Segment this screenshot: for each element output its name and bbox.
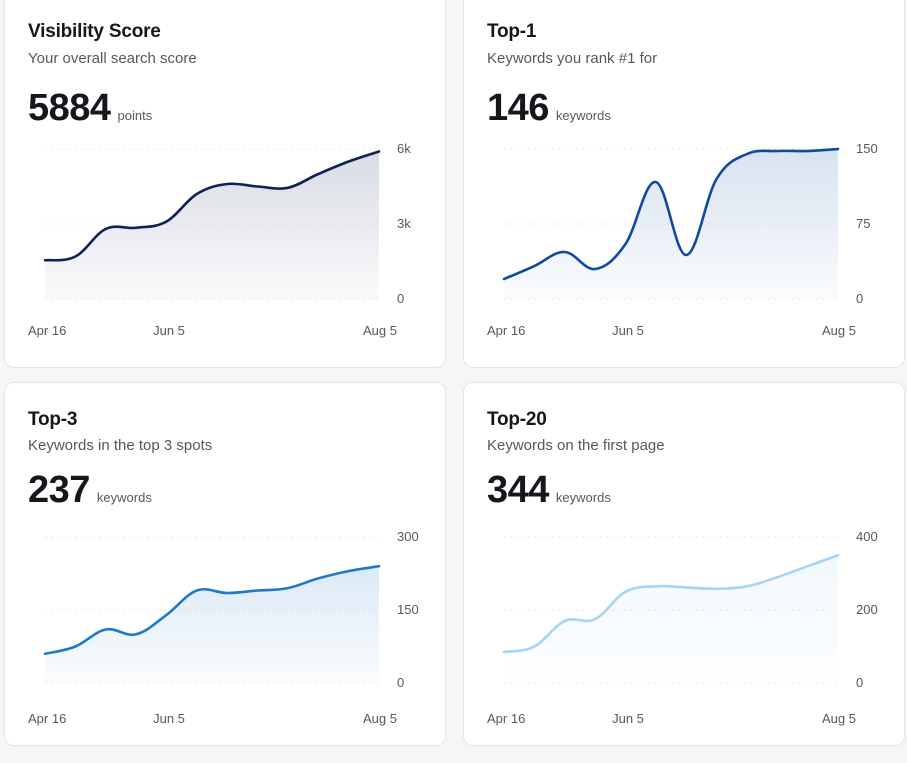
metric-value: 237 <box>28 469 90 511</box>
x-tick-label: Jun 5 <box>153 711 185 726</box>
x-tick-label: Apr 16 <box>28 711 66 726</box>
y-tick-label: 0 <box>397 675 404 690</box>
top-20-card[interactable]: Top-20 Keywords on the first page 344 ke… <box>463 382 905 746</box>
metric-value: 344 <box>487 469 549 511</box>
y-tick-label: 0 <box>856 291 863 306</box>
x-tick-label: Apr 16 <box>487 323 525 338</box>
card-subtitle: Your overall search score <box>28 50 197 67</box>
metric-unit: keywords <box>96 490 152 505</box>
series-line[interactable] <box>43 150 381 262</box>
series-area <box>45 151 379 299</box>
y-tick-label: 6k <box>397 141 411 156</box>
card-title: Top-1 <box>487 21 537 42</box>
top-1-card[interactable]: Top-1 Keywords you rank #1 for 146 keywo… <box>463 0 905 368</box>
series-area <box>45 566 379 683</box>
x-tick-label: Apr 16 <box>487 711 525 726</box>
x-tick-label: Apr 16 <box>28 323 66 338</box>
metric-unit: keywords <box>555 108 611 123</box>
card-subtitle: Keywords on the first page <box>487 437 665 454</box>
x-tick-label: Jun 5 <box>153 323 185 338</box>
series-line[interactable] <box>43 564 381 656</box>
series-area <box>504 555 838 683</box>
metric: 5884 points <box>28 87 152 130</box>
y-tick-label: 75 <box>856 216 870 231</box>
x-tick-label: Aug 5 <box>363 711 397 726</box>
top-20-chart[interactable]: 0 200 400 Apr 16 Jun 5 Aug 5 <box>464 383 906 763</box>
metric-value: 5884 <box>28 87 111 129</box>
card-title: Top-3 <box>28 409 78 430</box>
card-title: Top-20 <box>487 409 547 430</box>
x-tick-label: Jun 5 <box>612 711 644 726</box>
y-tick-label: 3k <box>397 216 411 231</box>
visibility-score-chart[interactable]: 0 3k 6k Apr 16 Jun 5 Aug 5 <box>5 0 447 369</box>
metric-unit: keywords <box>555 490 611 505</box>
series-line[interactable] <box>502 554 840 654</box>
y-tick-label: 200 <box>856 602 878 617</box>
series-line[interactable] <box>502 147 840 281</box>
metric: 237 keywords <box>28 469 152 512</box>
x-tick-label: Jun 5 <box>612 323 644 338</box>
metric-unit: points <box>117 108 153 123</box>
card-subtitle: Keywords you rank #1 for <box>487 50 658 67</box>
top-3-chart[interactable]: 0 150 300 Apr 16 Jun 5 Aug 5 <box>5 383 447 763</box>
card-subtitle: Keywords in the top 3 spots <box>28 437 213 454</box>
metric-value: 146 <box>487 87 549 129</box>
y-tick-label: 400 <box>856 529 878 544</box>
x-tick-label: Aug 5 <box>822 711 856 726</box>
card-title: Visibility Score <box>28 21 161 42</box>
visibility-score-card[interactable]: Visibility Score Your overall search sco… <box>4 0 446 368</box>
y-tick-label: 300 <box>397 529 419 544</box>
metric: 344 keywords <box>487 469 611 512</box>
x-tick-label: Aug 5 <box>363 323 397 338</box>
top-1-chart[interactable]: 0 75 150 Apr 16 Jun 5 Aug 5 <box>464 0 906 369</box>
metric: 146 keywords <box>487 87 611 130</box>
x-tick-label: Aug 5 <box>822 323 856 338</box>
top-3-card[interactable]: Top-3 Keywords in the top 3 spots 237 ke… <box>4 382 446 746</box>
y-tick-label: 150 <box>397 602 419 617</box>
y-tick-label: 0 <box>856 675 863 690</box>
y-tick-label: 150 <box>856 141 878 156</box>
y-tick-label: 0 <box>397 291 404 306</box>
